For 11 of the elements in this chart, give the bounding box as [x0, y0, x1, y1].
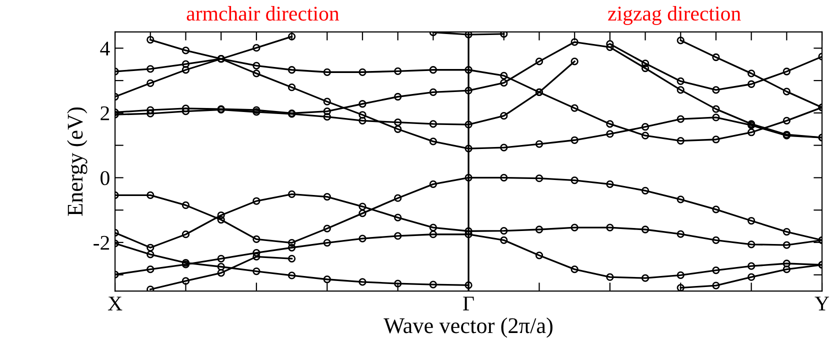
y-axis-title: Energy (eV)	[67, 107, 88, 216]
y-tick-label: 2	[100, 106, 110, 120]
x-tick-label: Γ	[463, 296, 474, 310]
y-tick-label: -2	[94, 236, 110, 250]
x-tick-label: Y	[814, 296, 830, 310]
x-tick-label: X	[108, 296, 122, 310]
text: zigzag direction	[608, 6, 741, 25]
x-axis-title: Wave vector (2π/a)	[384, 318, 552, 338]
text: armchair direction	[186, 6, 340, 21]
y-tick-label: 0	[100, 171, 110, 186]
y-tick-label: 4	[100, 42, 110, 56]
